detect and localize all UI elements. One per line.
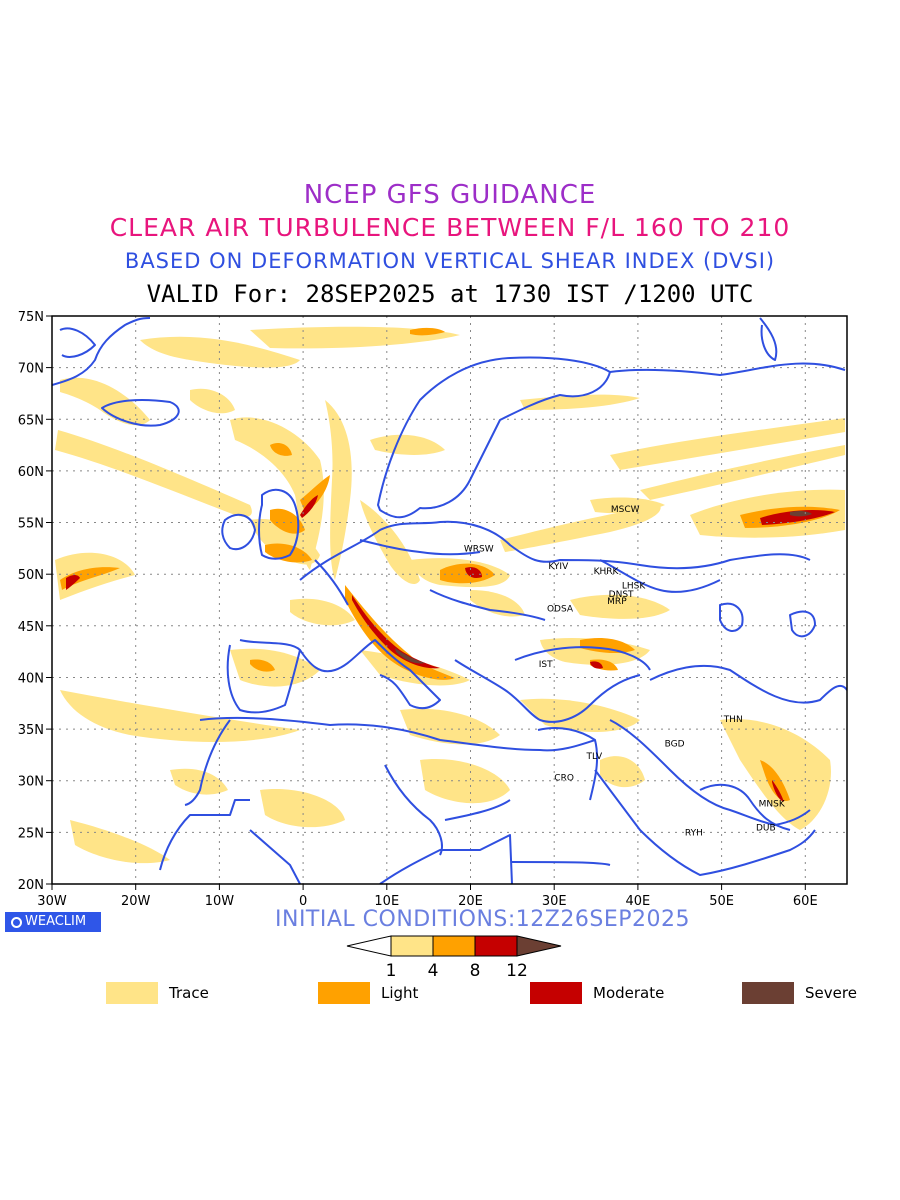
colorbar-trace-cell	[390, 935, 434, 957]
lat-label: 70N	[18, 362, 44, 377]
colorbar-tick: 4	[428, 961, 439, 981]
logo-ring-icon	[11, 917, 22, 928]
lat-label: 35N	[18, 723, 44, 738]
chart-title: NCEP GFS GUIDANCE	[303, 180, 597, 210]
lat-label: 30N	[18, 775, 44, 790]
weaclim-logo: WEACLIM	[5, 912, 101, 932]
lon-label: 20E	[458, 894, 483, 909]
lon-label: 30W	[37, 894, 67, 909]
index-description: BASED ON DEFORMATION VERTICAL SHEAR INDE…	[124, 249, 776, 273]
colorbar-under-arrow	[346, 935, 392, 957]
lon-label: 10W	[205, 894, 235, 909]
valid-time: VALID For: 28SEP2025 at 1730 IST /1200 U…	[146, 280, 754, 308]
legend-swatch	[742, 982, 794, 1004]
lat-label: 75N	[18, 310, 44, 325]
city-label: MRP	[607, 597, 627, 607]
city-label: MNSK	[759, 800, 786, 810]
city-label: KYIV	[548, 562, 569, 572]
city-label: TLV	[585, 752, 603, 762]
severe-areas	[395, 510, 812, 664]
legend-label: Moderate	[593, 984, 665, 1002]
city-label: IST	[539, 660, 553, 670]
legend-swatch	[318, 982, 370, 1004]
city-label: BGD	[665, 740, 685, 750]
lat-label: 50N	[18, 568, 44, 583]
coastlines	[52, 317, 847, 884]
lat-label: 25N	[18, 826, 44, 841]
colorbar-light-cell	[432, 935, 476, 957]
lon-label: 30E	[542, 894, 567, 909]
city-label: LHSK	[622, 582, 646, 592]
legend-label: Severe	[805, 984, 857, 1002]
legend-label: Trace	[169, 984, 209, 1002]
lon-label: 40E	[626, 894, 651, 909]
initial-conditions: INITIAL CONDITIONS:12Z26SEP2025	[275, 907, 690, 932]
city-label: ODSA	[547, 604, 574, 614]
lon-label: 20W	[121, 894, 151, 909]
turbulence-map: 75N 70N 65N 60N 55N 50N 45N 40N 35N 30N …	[18, 310, 848, 909]
map-frame	[51, 315, 848, 885]
colorbar-tick: 12	[506, 961, 528, 981]
chart-subtitle: CLEAR AIR TURBULENCE BETWEEN F/L 160 TO …	[109, 213, 791, 242]
city-label: RYH	[685, 829, 703, 839]
axis-ticks	[46, 315, 806, 890]
legend-label: Light	[381, 984, 419, 1002]
moderate-areas	[66, 495, 835, 802]
legend-swatch	[530, 982, 582, 1004]
legend-swatch	[106, 982, 158, 1004]
city-label: KHRK	[594, 567, 620, 577]
logo-text: WEACLIM	[25, 914, 87, 929]
city-label: MSCW	[611, 505, 640, 515]
lat-label: 20N	[18, 878, 44, 893]
lat-label: 40N	[18, 672, 44, 687]
colorbar: 1 4 8 12	[346, 935, 562, 981]
colorbar-moderate-cell	[474, 935, 518, 957]
city-label: WRSW	[464, 545, 494, 555]
city-label: DUB	[756, 823, 776, 833]
city-label: THN	[723, 715, 743, 725]
lon-label: 10E	[374, 894, 399, 909]
lat-label: 65N	[18, 413, 44, 428]
lat-label: 60N	[18, 465, 44, 480]
lon-label: 50E	[709, 894, 734, 909]
lon-label: 0	[299, 894, 307, 909]
city-label: CRO	[554, 774, 574, 784]
colorbar-tick: 1	[386, 961, 397, 981]
lon-label: 60E	[793, 894, 818, 909]
city-label: DNST	[609, 590, 634, 600]
lat-label: 55N	[18, 517, 44, 532]
lat-label: 45N	[18, 620, 44, 635]
colorbar-severe-arrow	[516, 935, 562, 957]
colorbar-tick: 8	[470, 961, 481, 981]
